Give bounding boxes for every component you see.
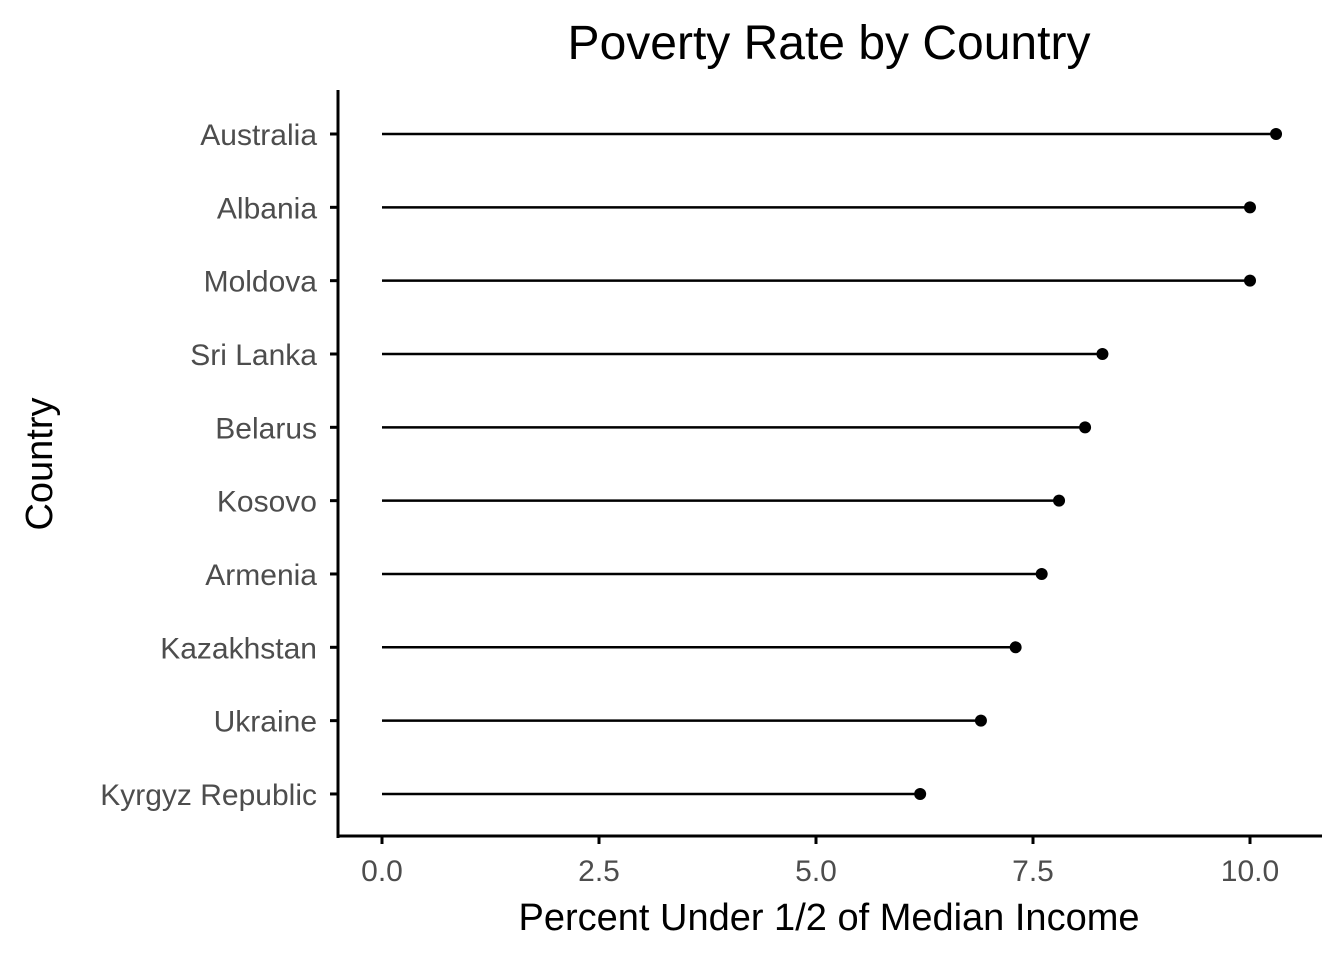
- y-tick-label: Kosovo: [217, 486, 317, 519]
- y-tick-label: Australia: [200, 119, 317, 152]
- x-axis-title: Percent Under 1/2 of Median Income: [518, 897, 1139, 939]
- x-tick-label: 0.0: [361, 855, 403, 888]
- lollipop-point: [1096, 347, 1109, 360]
- y-tick-label: Armenia: [205, 559, 317, 592]
- y-tick-label: Sri Lanka: [190, 339, 317, 372]
- x-tick-label: 2.5: [578, 855, 620, 888]
- lollipop-point: [1053, 494, 1066, 507]
- y-tick-label: Ukraine: [214, 706, 317, 739]
- y-axis-title: Country: [19, 397, 61, 530]
- lollipop-point: [974, 714, 987, 727]
- lollipop-point: [1244, 274, 1256, 287]
- lollipop-point: [914, 787, 927, 800]
- y-axis-ticks: Australia Albania Moldova Sri Lanka Belarus K…: [100, 119, 338, 812]
- chart-title: Poverty Rate by Country: [568, 17, 1091, 70]
- lollipop-point: [1270, 128, 1283, 140]
- y-tick-label: Moldova: [204, 266, 318, 299]
- lollipop-point: [1035, 567, 1048, 580]
- lollipop-point: [1244, 201, 1256, 214]
- x-axis-ticks: 0.0 2.5 5.0 7.5 10.0: [361, 836, 1279, 888]
- x-tick-label: 10.0: [1221, 855, 1279, 888]
- lollipop-point: [1079, 421, 1092, 434]
- y-tick-label: Albania: [217, 192, 317, 225]
- x-tick-label: 5.0: [795, 855, 837, 888]
- y-tick-label: Kazakhstan: [160, 632, 317, 665]
- points-group: [914, 128, 1283, 800]
- stems-group: [382, 132, 1277, 796]
- x-tick-label: 7.5: [1012, 855, 1054, 888]
- lollipop-point: [1009, 641, 1022, 654]
- y-tick-label: Belarus: [215, 412, 317, 445]
- y-tick-label: Kyrgyz Republic: [100, 779, 317, 812]
